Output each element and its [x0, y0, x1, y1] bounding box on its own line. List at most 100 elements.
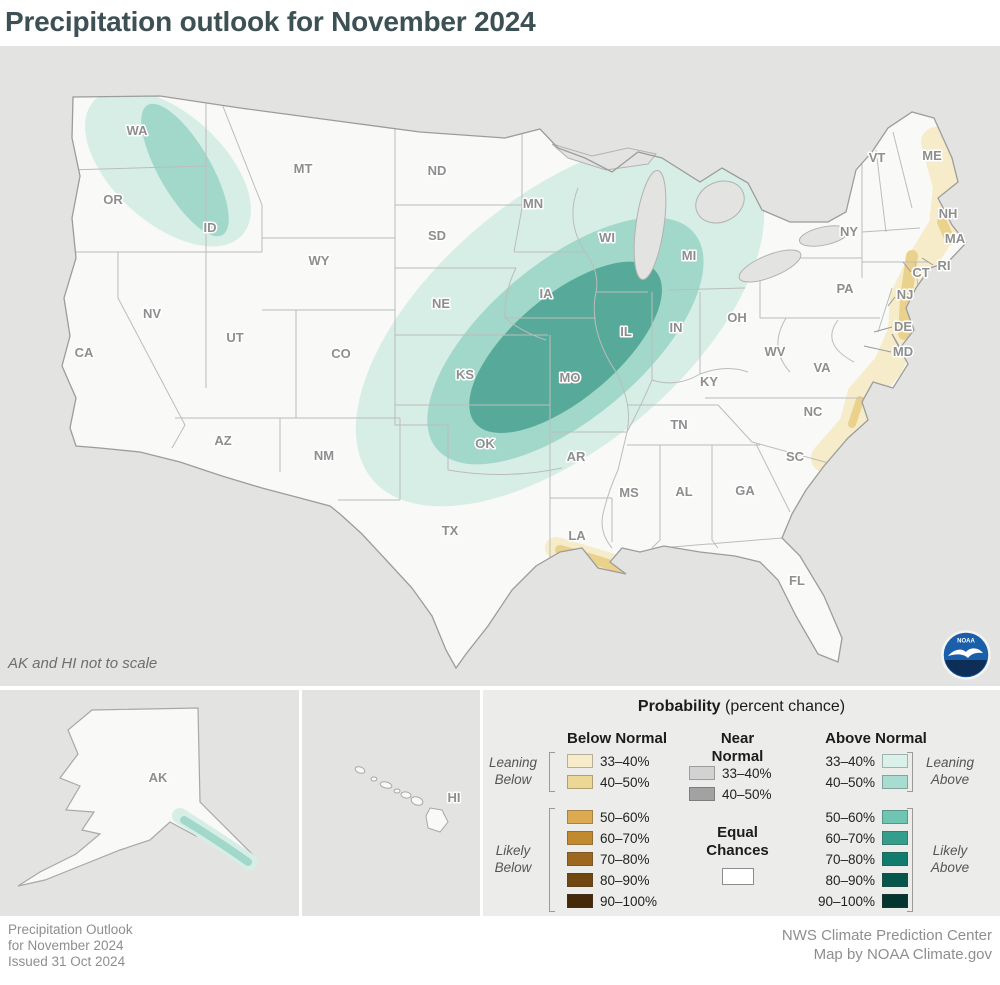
state-label-nh: NH: [939, 206, 958, 221]
footer-line: Map by NOAA Climate.gov: [813, 946, 992, 963]
legend-range-label: 33–40%: [722, 765, 772, 781]
state-label-mn: MN: [523, 196, 543, 211]
legend-row: 50–60%: [567, 810, 657, 825]
legend-title-bold: Probability: [637, 698, 721, 715]
state-label-ca: CA: [75, 345, 94, 360]
state-labels: WA OR ID MT WY NV UT CA AZ NM CO ND SD NE KS OK TX MN IA MO…: [73, 122, 967, 590]
state-label-or: OR: [103, 192, 123, 207]
state-label-mo: MO: [560, 370, 581, 385]
noaa-logo-ocean: [945, 660, 987, 677]
legend-swatch: [689, 787, 715, 801]
legend-range-label: 40–50%: [825, 774, 875, 790]
legend-title: Probability (percent chance): [483, 698, 1000, 716]
legend-row: 40–50%: [689, 787, 772, 802]
legend-swatch: [567, 754, 593, 768]
noaa-logo-text: NOAA: [957, 639, 975, 645]
state-label-vt: VT: [869, 150, 886, 165]
state-label-mt: MT: [294, 161, 313, 176]
scale-note: AK and HI not to scale: [8, 655, 158, 672]
state-label-ne: NE: [432, 296, 450, 311]
legend-swatch: [689, 766, 715, 780]
page-title: Precipitation outlook for November 2024: [5, 6, 536, 37]
legend-range-label: 90–100%: [600, 893, 658, 909]
legend-range-label: 33–40%: [600, 753, 650, 769]
legend-row: 33–40%: [567, 753, 650, 769]
legend-title-rest: (percent chance): [720, 698, 846, 715]
state-label-id: ID: [204, 220, 217, 235]
state-label-az: AZ: [214, 433, 231, 448]
noaa-logo-gull-icon: [948, 648, 983, 658]
legend-range-label: 80–90%: [600, 872, 650, 888]
state-label-md: MD: [893, 344, 913, 359]
legend-range-label: 40–50%: [600, 774, 650, 790]
legend-row: 50–60%: [778, 809, 908, 825]
legend-equal-chances-label: Equal Chances: [706, 824, 769, 859]
legend-header-above-normal: Above Normal: [825, 730, 927, 747]
legend-row: 33–40%: [689, 765, 772, 781]
state-label-oh: OH: [727, 310, 747, 325]
legend-range-label: 60–70%: [825, 830, 875, 846]
legend-range-label: 80–90%: [825, 872, 875, 888]
state-label-ar: AR: [567, 449, 586, 464]
legend-swatch: [882, 831, 908, 845]
state-label-ak: AK: [149, 770, 168, 785]
legend-swatch: [567, 810, 593, 824]
state-label-nm: NM: [314, 448, 334, 463]
state-label-ri: RI: [938, 258, 951, 273]
state-label-ks: KS: [456, 367, 474, 382]
state-label-sd: SD: [428, 228, 446, 243]
legend-swatch: [567, 894, 593, 908]
state-label-ny: NY: [840, 224, 858, 239]
state-label-sc: SC: [786, 449, 805, 464]
state-label-wi: WI: [599, 230, 615, 245]
legend-row: 33–40%: [778, 754, 908, 769]
label-leader-lines: [863, 257, 934, 353]
state-label-ia: IA: [540, 286, 554, 301]
legend-range-label: 50–60%: [825, 809, 875, 825]
legend-bracket: [549, 752, 555, 792]
state-label-al: AL: [675, 484, 692, 499]
state-label-de: DE: [894, 319, 912, 334]
state-label-ct: CT: [912, 265, 929, 280]
legend-bracket: [907, 752, 913, 792]
state-label-il: IL: [620, 324, 632, 339]
state-label-me: ME: [922, 148, 942, 163]
legend-swatch: [882, 754, 908, 768]
state-borders: [65, 100, 928, 560]
legend-row: 80–90%: [778, 872, 908, 888]
footer-line: Issued 31 Oct 2024: [8, 954, 126, 969]
alaska-shape: [17, 707, 257, 887]
legend-swatch: [567, 873, 593, 887]
state-label-ma: MA: [945, 231, 966, 246]
legend-row: 80–90%: [567, 872, 657, 888]
legend-swatch: [882, 852, 908, 866]
above-normal-northwest-core: [141, 103, 229, 237]
legend-row: 60–70%: [567, 831, 657, 846]
great-lakes: [551, 143, 850, 283]
legend-group-label-likely-above: Likely Above: [930, 843, 970, 875]
state-label-wy: WY: [309, 253, 330, 268]
state-label-nc: NC: [804, 404, 823, 419]
legend-bracket: [907, 808, 913, 912]
alaska-above-normal-core: [180, 816, 252, 866]
lake-michigan: [633, 170, 667, 280]
legend-equal-chances-swatch: [722, 868, 754, 885]
footer-line: for November 2024: [8, 938, 124, 953]
state-label-mi: MI: [682, 248, 696, 263]
footer-left: Precipitation Outlook for November 2024 …: [8, 922, 133, 970]
legend-group-label-likely-below: Likely Below: [494, 843, 532, 875]
legend-swatch: [567, 831, 593, 845]
state-label-va: VA: [813, 360, 831, 375]
legend-group-label-leaning-above: Leaning Above: [925, 755, 975, 787]
state-label-ky: KY: [700, 374, 718, 389]
state-label-ga: GA: [735, 483, 755, 498]
legend-panel: Probability (percent chance) Below Norma…: [483, 690, 1000, 916]
footer-line: NWS Climate Prediction Center: [781, 927, 992, 944]
legend-rows-above-likely: 50–60% 60–70% 70–80% 80–90% 90–100%: [778, 809, 908, 909]
state-label-tn: TN: [670, 417, 687, 432]
state-label-wv: WV: [765, 344, 786, 359]
lake-superior: [551, 143, 657, 171]
legend-rows-below-leaning: 33–40% 40–50%: [567, 753, 650, 790]
legend-row: 40–50%: [567, 774, 650, 790]
